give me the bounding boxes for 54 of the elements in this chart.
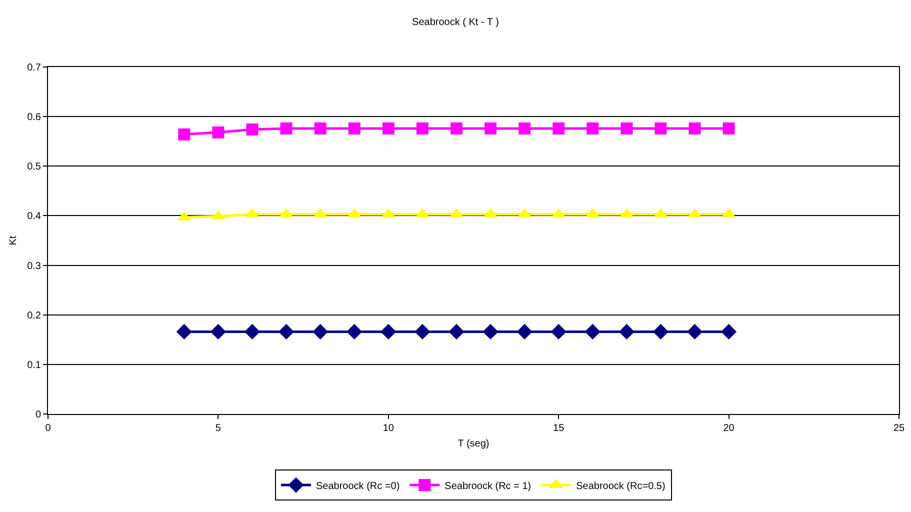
point — [312, 324, 328, 340]
point — [688, 122, 701, 134]
point — [550, 324, 566, 340]
point — [348, 122, 360, 134]
y-tick-label: 0.6 — [27, 112, 42, 124]
point — [518, 122, 531, 134]
point — [586, 122, 599, 134]
point — [246, 123, 258, 136]
point — [382, 122, 394, 134]
point — [722, 122, 735, 134]
y-tick-label: 0.1 — [27, 360, 42, 371]
point — [448, 324, 464, 340]
y-tick-label: 0 — [35, 410, 42, 420]
point — [484, 122, 497, 134]
point — [584, 324, 600, 340]
x-tick-label: 15 — [553, 423, 565, 434]
point — [654, 122, 667, 134]
point — [210, 324, 226, 340]
x-tick-label: 10 — [382, 423, 394, 434]
point — [721, 324, 737, 340]
point — [278, 324, 294, 340]
point — [618, 324, 634, 340]
x-tick-label: 0 — [45, 423, 52, 434]
x-tick-label: 25 — [893, 423, 905, 434]
legend-label: Seabroock (Rc=0.5) — [576, 480, 666, 492]
y-tick-label: 0.4 — [27, 211, 42, 222]
y-tick-label: 0.5 — [27, 162, 42, 173]
point — [620, 122, 633, 134]
point — [176, 324, 192, 340]
y-axis-title: Kt — [8, 236, 20, 246]
point — [516, 324, 532, 340]
point — [482, 324, 498, 340]
point — [280, 122, 292, 134]
point — [212, 126, 224, 138]
point — [346, 324, 362, 340]
x-tick-label: 20 — [723, 423, 735, 434]
point — [314, 122, 326, 134]
point — [414, 324, 430, 340]
point — [686, 324, 703, 340]
point — [416, 122, 428, 134]
legend-label: Seabroock (Rc =0) — [316, 480, 400, 492]
x-axis-title: T (seg) — [458, 438, 490, 450]
point — [380, 324, 396, 340]
point — [450, 122, 462, 134]
legend-label: Seabroock (Rc = 1) — [444, 480, 532, 492]
y-tick-label: 0.2 — [27, 310, 42, 322]
chart-title: Seabroock ( Kt - T ) — [412, 16, 499, 28]
y-tick-label: 0.7 — [27, 62, 42, 74]
point — [244, 324, 260, 340]
y-tick-label: 0.3 — [27, 260, 42, 272]
point — [552, 122, 565, 134]
point — [652, 324, 669, 340]
point — [178, 128, 190, 140]
x-tick-label: 5 — [215, 423, 222, 434]
